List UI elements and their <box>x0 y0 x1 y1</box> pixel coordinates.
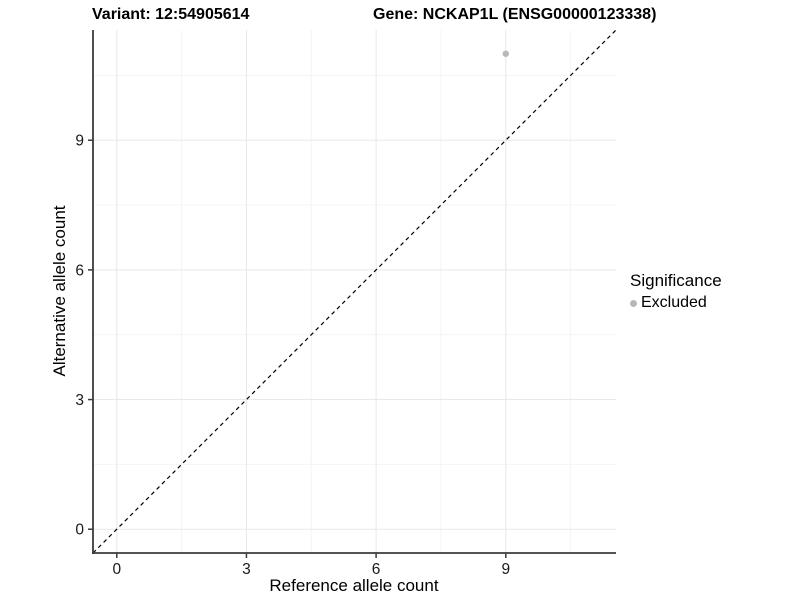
y-tick-label: 0 <box>75 522 84 539</box>
plot-title-gene: Gene: NCKAP1L (ENSG00000123338) <box>373 6 657 23</box>
legend-item-excluded: Excluded <box>630 294 722 312</box>
y-tick-label: 3 <box>75 392 84 409</box>
y-tick-label: 6 <box>75 262 84 279</box>
excluded-point-icon <box>630 299 637 307</box>
y-axis-title: Alternative allele count <box>50 205 69 377</box>
x-axis-title: Reference allele count <box>269 576 439 595</box>
legend-item-label: Excluded <box>641 294 707 311</box>
identity-reference-line <box>92 29 617 554</box>
legend-title: Significance <box>630 271 722 290</box>
x-tick-label: 6 <box>372 561 381 578</box>
y-tick-label: 9 <box>75 133 84 150</box>
plot-title-variant: Variant: 12:54905614 <box>92 6 250 23</box>
x-tick-label: 9 <box>501 561 510 578</box>
legend: Significance Excluded <box>630 271 722 312</box>
data-point <box>502 50 509 57</box>
x-tick-label: 3 <box>242 561 251 578</box>
x-tick-label: 0 <box>112 561 121 578</box>
